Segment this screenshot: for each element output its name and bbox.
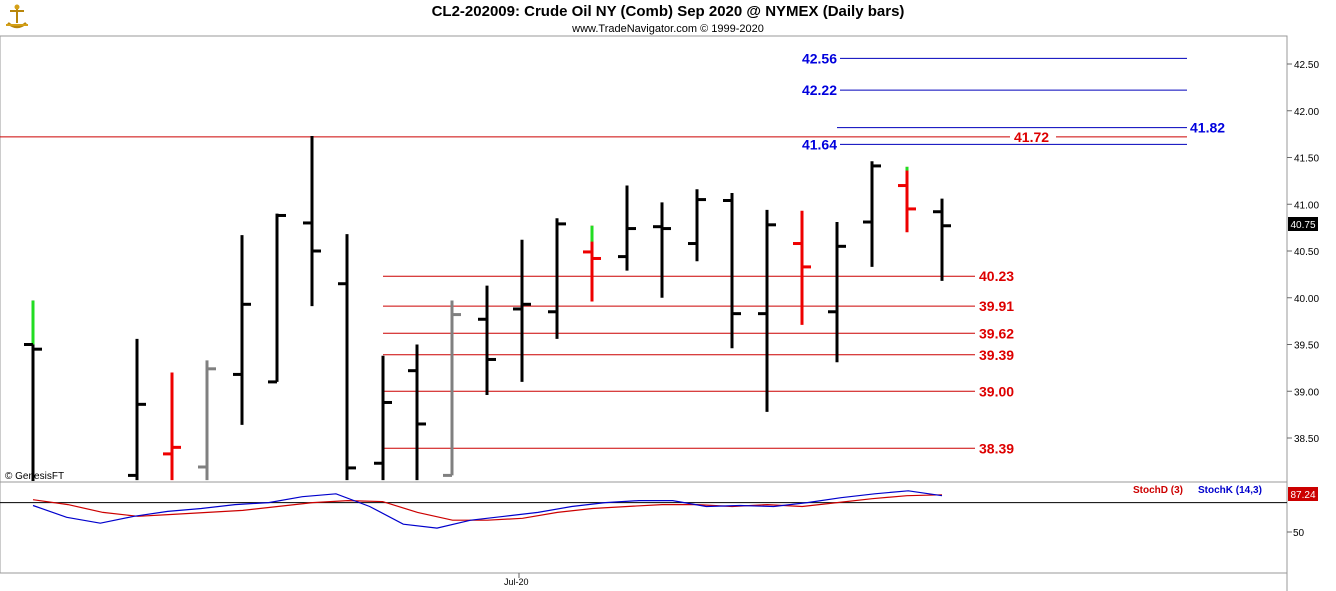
price-bar bbox=[688, 189, 706, 262]
stoch-k-line bbox=[32, 490, 943, 529]
price-bar bbox=[758, 209, 776, 412]
level-label: 42.22 bbox=[802, 82, 837, 98]
price-bar bbox=[128, 338, 146, 481]
price-levels: 42.56 42.22 41.82 41.72 41.64 40.23 39.91 39.62… bbox=[0, 50, 1225, 456]
price-bars bbox=[24, 135, 951, 481]
y-tick-label: 41.50 bbox=[1294, 154, 1319, 165]
price-bar bbox=[233, 235, 251, 425]
level-label: 39.62 bbox=[979, 325, 1014, 341]
price-bar bbox=[478, 285, 496, 395]
y-tick-label: 42.50 bbox=[1294, 60, 1319, 71]
trading-navigator-logo-icon bbox=[4, 3, 30, 36]
chart-title: CL2-202009: Crude Oil NY (Comb) Sep 2020… bbox=[431, 3, 905, 20]
price-bar bbox=[374, 355, 392, 481]
y-tick-label: 41.00 bbox=[1294, 200, 1319, 211]
level-label: 41.64 bbox=[802, 136, 837, 152]
stoch-d-legend: StochD (3) bbox=[1133, 485, 1183, 496]
price-bar bbox=[408, 344, 426, 481]
price-bar bbox=[163, 372, 181, 481]
price-bar bbox=[933, 198, 951, 281]
price-bar bbox=[443, 300, 461, 477]
y-tick-label: 42.00 bbox=[1294, 107, 1319, 118]
price-bar bbox=[723, 193, 741, 349]
price-bar bbox=[303, 135, 321, 307]
price-bar bbox=[653, 202, 671, 298]
price-bar bbox=[513, 239, 531, 382]
y-tick-label: 39.00 bbox=[1294, 387, 1319, 398]
price-bar bbox=[898, 166, 916, 233]
price-bar bbox=[793, 210, 811, 325]
last-price-label: 40.75 bbox=[1290, 220, 1315, 231]
stoch-last-label: 87.24 bbox=[1290, 490, 1315, 501]
price-bar bbox=[863, 161, 881, 267]
stoch-last-tag: 87.24 bbox=[1288, 487, 1318, 501]
stochastic-panel bbox=[0, 490, 1292, 533]
genesis-credit: © GenesisFT bbox=[5, 471, 64, 482]
price-bar bbox=[338, 234, 356, 481]
stoch-k-legend: StochK (14,3) bbox=[1198, 485, 1262, 496]
stoch-d-line bbox=[32, 494, 943, 521]
last-price-tag: 40.75 bbox=[1288, 217, 1318, 231]
x-tick-jul20: Jul-20 bbox=[504, 577, 529, 587]
chart-subtitle: www.TradeNavigator.com © 1999-2020 bbox=[572, 23, 764, 35]
y-tick-label: 40.00 bbox=[1294, 294, 1319, 305]
level-label: 38.39 bbox=[979, 440, 1014, 456]
y-tick-label: 40.50 bbox=[1294, 247, 1319, 258]
plot-frame bbox=[0, 35, 1288, 574]
level-label: 40.23 bbox=[979, 268, 1014, 284]
level-label: 41.82 bbox=[1190, 120, 1225, 136]
y-tick-label: 38.50 bbox=[1294, 434, 1319, 445]
y-tick-label: 39.50 bbox=[1294, 341, 1319, 352]
price-y-axis: 42.50 42.00 41.50 41.00 40.50 40.00 39.50 39.00… bbox=[1287, 60, 1319, 445]
stoch-tick-50: 50 bbox=[1293, 528, 1305, 539]
price-bar bbox=[618, 185, 636, 271]
price-bar bbox=[198, 360, 216, 481]
level-label: 39.39 bbox=[979, 347, 1014, 363]
price-bar bbox=[828, 222, 846, 363]
price-bar bbox=[268, 213, 286, 384]
price-bar bbox=[548, 218, 566, 339]
price-bar bbox=[583, 225, 601, 302]
price-bar bbox=[24, 300, 42, 481]
level-label: 42.56 bbox=[802, 50, 837, 66]
level-label: 41.72 bbox=[1014, 129, 1049, 145]
level-label: 39.00 bbox=[979, 383, 1014, 399]
level-label: 39.91 bbox=[979, 298, 1014, 314]
